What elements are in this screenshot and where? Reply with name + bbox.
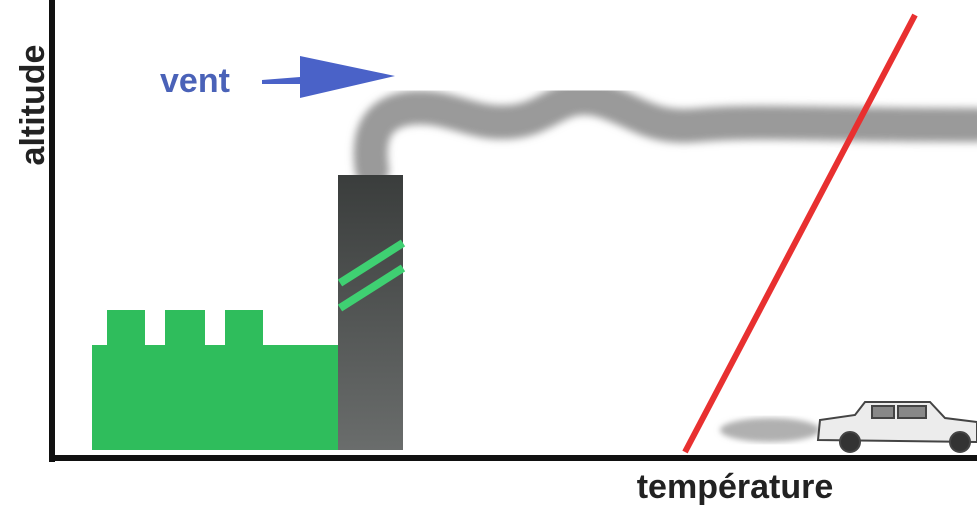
wind-arrow bbox=[262, 56, 395, 98]
diagram: altitude température vent bbox=[0, 0, 977, 510]
temperature-line bbox=[685, 15, 915, 452]
page: altitude température vent (() => { const… bbox=[0, 0, 977, 510]
x-axis-label: température bbox=[637, 468, 834, 506]
smoke bbox=[371, 98, 977, 170]
exhaust bbox=[720, 418, 820, 442]
wind-label: vent bbox=[160, 62, 230, 100]
y-axis-label: altitude bbox=[14, 45, 52, 166]
factory bbox=[92, 310, 338, 450]
car bbox=[818, 402, 977, 452]
chimney bbox=[338, 175, 403, 450]
